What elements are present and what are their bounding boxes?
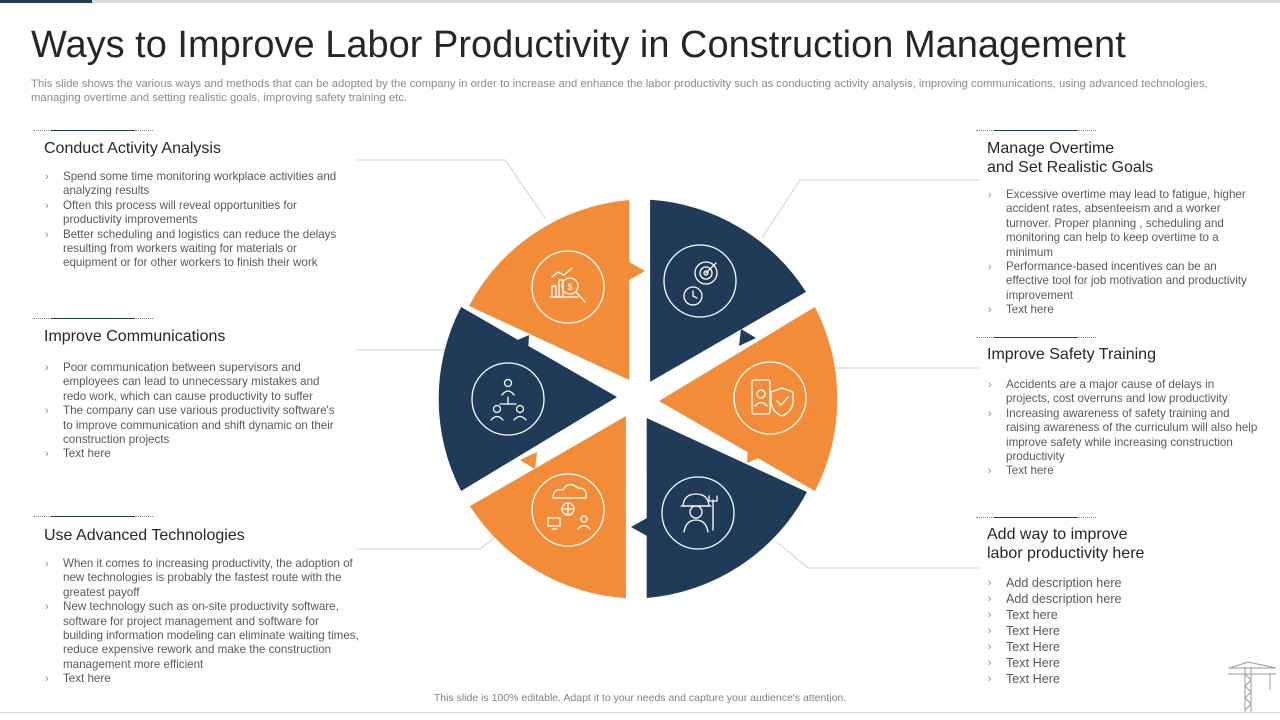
list-item: Text Here	[987, 623, 1259, 639]
segment-addway	[631, 418, 807, 598]
page-subtitle: This slide shows the various ways and me…	[31, 78, 1208, 104]
pie-segments	[438, 199, 838, 599]
section-title: Use Advanced Technologies	[44, 527, 245, 544]
top-border	[0, 0, 1280, 3]
list-item: Excessive overtime may lead to fatigue, …	[987, 188, 1259, 260]
list-item: The company can use various productivity…	[44, 404, 344, 447]
section-title: Manage Overtime and Set Realistic Goals	[987, 139, 1153, 177]
connector-conduct	[356, 159, 546, 219]
section-rule	[976, 517, 1096, 523]
list-item: Performance-based incentives can be an e…	[987, 260, 1259, 303]
section-rule	[33, 318, 153, 324]
list-item: Increasing awareness of safety training …	[987, 407, 1259, 465]
section-title: Add way to improve labor productivity he…	[987, 525, 1144, 563]
analytics-search-icon: $	[531, 250, 605, 324]
page-title: Ways to Improve Labor Productivity in Co…	[31, 24, 1126, 66]
mobile-shield-icon	[733, 361, 807, 435]
section-title-line2: and Set Realistic Goals	[987, 159, 1154, 176]
segment-safety	[659, 307, 838, 491]
bottom-border	[0, 712, 1280, 713]
list-item: Text Here	[987, 655, 1259, 671]
section-rule	[33, 516, 153, 522]
section-title: Improve Safety Training	[987, 346, 1156, 363]
list-item: Text Here	[987, 639, 1259, 655]
list-item: Better scheduling and logistics can redu…	[44, 228, 354, 271]
list-item: Add description here	[987, 575, 1259, 591]
segment-technologies	[470, 416, 626, 599]
top-accent	[0, 0, 92, 3]
worker-tools-icon	[661, 476, 735, 550]
list-item: Text here	[987, 303, 1259, 318]
segment-overtime	[650, 199, 806, 382]
bullet-list: Add description here Add description her…	[987, 575, 1259, 687]
list-item: Text here	[987, 464, 1259, 479]
section-title-line1: Manage Overtime	[987, 140, 1115, 157]
cloud-network-icon	[531, 473, 605, 547]
bullet-list: When it comes to increasing productivity…	[44, 557, 360, 687]
list-item: When it comes to increasing productivity…	[44, 557, 360, 600]
list-item: Poor communication between supervisors a…	[44, 361, 344, 404]
list-item: Add description here	[987, 591, 1259, 607]
target-clock-icon	[663, 244, 737, 318]
segment-conduct	[469, 200, 645, 380]
section-title: Conduct Activity Analysis	[44, 140, 221, 157]
list-item: Text here	[44, 447, 344, 462]
list-item: Often this process will reveal opportuni…	[44, 199, 354, 228]
bullet-list: Spend some time monitoring workplace act…	[44, 170, 354, 271]
connector-overtime	[761, 179, 980, 239]
list-item: New technology such as on-site productiv…	[44, 600, 360, 672]
section-rule	[33, 130, 153, 136]
list-item: Text here	[44, 672, 360, 687]
connector-addway	[777, 542, 980, 569]
section-title-line1: Add way to improve	[987, 526, 1128, 543]
section-title-line2: labor productivity here	[987, 545, 1145, 562]
segment-communications	[438, 307, 617, 491]
bullet-list: Poor communication between supervisors a…	[44, 361, 344, 462]
svg-text:$: $	[568, 282, 573, 292]
section-rule	[976, 337, 1096, 343]
people-network-icon	[471, 362, 545, 436]
section-title: Improve Communications	[44, 328, 226, 345]
list-item: Spend some time monitoring workplace act…	[44, 170, 354, 199]
list-item: Accidents are a major cause of delays in…	[987, 378, 1259, 407]
list-item: Text Here	[987, 671, 1259, 687]
section-rule	[976, 130, 1096, 136]
bullet-list: Excessive overtime may lead to fatigue, …	[987, 188, 1259, 318]
bullet-list: Accidents are a major cause of delays in…	[987, 378, 1259, 479]
list-item: Text here	[987, 607, 1259, 623]
footer-note: This slide is 100% editable. Adapt it to…	[433, 692, 847, 704]
